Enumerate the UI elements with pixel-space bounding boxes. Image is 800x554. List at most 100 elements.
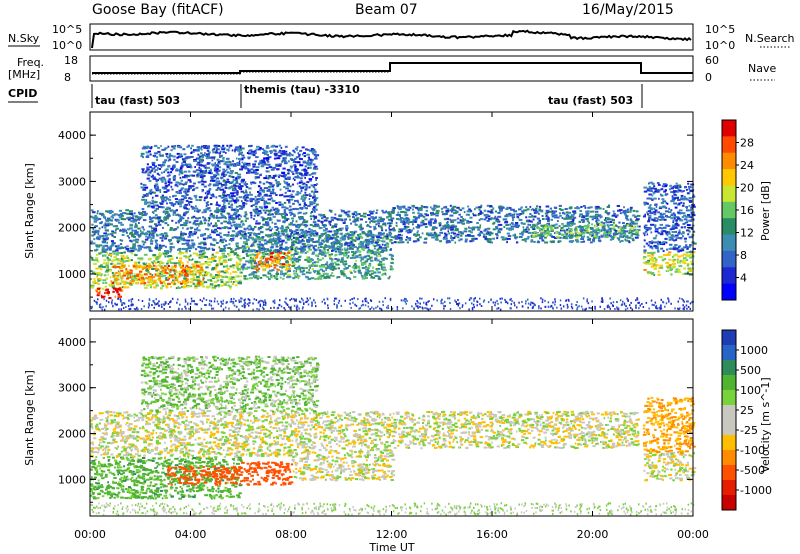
power-colorbar: 28 24 20 16 12 8 4 (721, 119, 754, 301)
xlabel: Time UT (368, 541, 414, 554)
power-y-axis: 1000 2000 3000 4000 (58, 111, 693, 298)
power-region-6 (140, 144, 320, 212)
xtick-label-4: 16:00 (476, 528, 508, 541)
beam-title: Beam 07 (355, 2, 418, 18)
velocity-region-4 (90, 410, 395, 459)
ytick-label-3: 4000 (58, 129, 86, 142)
velocity-region-2 (240, 461, 294, 486)
xtick-label-3: 12:00 (376, 528, 408, 541)
power-region-4 (253, 251, 292, 272)
power-cbar-swatch-2 (722, 152, 736, 170)
xtick-label-5: 20:00 (577, 528, 609, 541)
freq-panel-frame (89, 55, 694, 82)
velocity-heatmap (90, 355, 697, 516)
noise-right-tick-top: 10^5 (705, 23, 735, 36)
ytick-label-3: 4000 (58, 336, 86, 349)
power-cbar-tick-2: 20 (740, 182, 754, 195)
vel-cbar-swatch-1 (722, 345, 736, 361)
power-region-10 (642, 181, 697, 253)
xtick-label-0: 00:00 (74, 528, 106, 541)
ytick-label-0: 1000 (58, 268, 86, 281)
noise-right-label: N.Search (745, 32, 795, 45)
velocity-region-7 (643, 451, 697, 482)
vel-cbar-swatch-0 (722, 330, 736, 346)
cpid-segment-0: tau (fast) 503 (95, 94, 180, 107)
vel-cbar-swatch-4 (722, 390, 736, 406)
vel-cbar-swatch-10 (722, 480, 736, 496)
velocity-near-range-scatter (90, 502, 695, 516)
vel-cbar-swatch-6 (722, 420, 736, 436)
velocity-y-axis: 1000 2000 3000 4000 (58, 318, 693, 503)
power-cbar-swatch-6 (722, 218, 736, 236)
power-colorbar-title: Power [dB] (759, 181, 772, 241)
cpid-segment-1: themis (tau) -3310 (244, 83, 360, 96)
power-cbar-tick-4: 12 (740, 227, 754, 240)
power-cbar-swatch-5 (722, 201, 736, 219)
power-region-7 (391, 204, 641, 244)
power-region-1 (110, 264, 205, 286)
noise-left-tick-top: 10^5 (52, 23, 82, 36)
power-cbar-tick-3: 16 (740, 204, 754, 217)
power-region-8 (530, 223, 639, 239)
velocity-colorbar: 1000 500 100 25 -25 -100 -500 -1000 (721, 329, 772, 511)
vel-cbar-tick-5: -100 (740, 444, 765, 457)
nave-label: Nave (748, 62, 776, 75)
power-cbar-swatch-9 (722, 267, 736, 285)
vel-cbar-swatch-2 (722, 360, 736, 376)
cpid-segment-2: tau (fast) 503 (548, 94, 633, 107)
power-cbar-swatch-0 (722, 120, 736, 137)
power-cbar-tick-0: 28 (740, 137, 754, 150)
noise-left-label: N.Sky (8, 32, 40, 45)
power-cbar-swatch-4 (722, 185, 736, 203)
ytick-label-2: 3000 (58, 382, 86, 395)
noise-left-tick-bottom: 10^0 (52, 39, 82, 52)
power-region-5 (90, 209, 395, 253)
vel-cbar-tick-2: 100 (740, 384, 761, 397)
freq-right-tick-bottom: 0 (705, 71, 712, 84)
freq-label: Freq. (17, 56, 44, 69)
freq-right-tick-top: 60 (705, 54, 719, 67)
vel-cbar-swatch-8 (722, 450, 736, 466)
power-cbar-tick-1: 24 (740, 159, 754, 172)
power-region-2 (95, 287, 124, 299)
velocity-region-6 (391, 410, 640, 450)
vel-cbar-swatch-7 (722, 435, 736, 451)
vel-cbar-swatch-3 (722, 375, 736, 391)
xtick-label-2: 08:00 (275, 528, 307, 541)
vel-cbar-tick-6: -500 (740, 464, 765, 477)
velocity-ylabel: Slant Range [km] (23, 370, 36, 466)
freq-left-tick-top: 18 (64, 54, 78, 67)
xtick-label-6: 00:00 (677, 528, 709, 541)
vel-cbar-tick-4: -25 (740, 424, 758, 437)
ytick-label-0: 1000 (58, 473, 86, 486)
ytick-label-1: 2000 (58, 428, 86, 441)
vel-cbar-swatch-11 (722, 495, 736, 511)
velocity-region-8 (642, 396, 696, 454)
vel-cbar-swatch-9 (722, 465, 736, 481)
power-cbar-swatch-10 (722, 283, 736, 301)
power-near-range-scatter (90, 297, 694, 311)
freq-left-tick-bottom: 8 (64, 71, 71, 84)
velocity-region-3 (291, 456, 396, 482)
xtick-label-1: 04:00 (175, 528, 207, 541)
freq-unit-label: [MHz] (8, 68, 40, 81)
velocity-region-1 (166, 465, 244, 486)
power-cbar-swatch-1 (722, 136, 736, 154)
vel-cbar-swatch-5 (722, 405, 736, 421)
date-title: 16/May/2015 (582, 2, 674, 18)
noise-panel-frame (89, 23, 694, 51)
vel-cbar-tick-1: 500 (740, 364, 761, 377)
cpid-label: CPID (8, 87, 37, 100)
noise-series-line (91, 29, 692, 49)
power-cbar-swatch-3 (722, 169, 736, 186)
noise-right-tick-bottom: 10^0 (705, 39, 735, 52)
vel-cbar-tick-0: 1000 (740, 344, 768, 357)
ytick-label-1: 2000 (58, 222, 86, 235)
vel-cbar-tick-3: 25 (740, 404, 754, 417)
power-cbar-swatch-7 (722, 234, 736, 252)
nave-series-line (92, 62, 693, 74)
power-heatmap (90, 144, 697, 311)
vel-cbar-tick-7: -1000 (740, 484, 772, 497)
power-cbar-tick-6: 4 (740, 272, 747, 285)
